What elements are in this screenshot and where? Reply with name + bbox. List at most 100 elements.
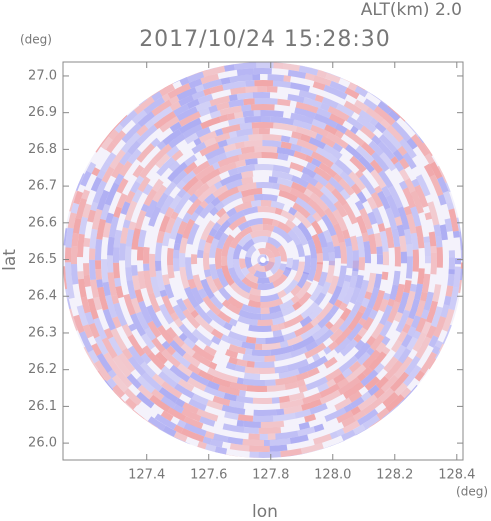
echo-cell bbox=[336, 103, 355, 117]
echo-cell bbox=[70, 202, 80, 214]
echo-cell bbox=[172, 258, 180, 272]
echo-cell bbox=[241, 104, 252, 112]
echo-cell bbox=[378, 134, 398, 154]
echo-cell bbox=[379, 320, 393, 338]
echo-cell bbox=[360, 141, 376, 156]
echo-cell bbox=[236, 420, 244, 427]
echo-cell bbox=[296, 271, 310, 289]
echo-cell bbox=[216, 101, 230, 111]
echo-cell bbox=[155, 270, 166, 292]
echo-cell bbox=[350, 183, 362, 195]
echo-cell bbox=[304, 413, 317, 423]
echo-cell bbox=[342, 286, 355, 305]
echo-cell bbox=[178, 94, 194, 107]
echo-cell bbox=[101, 166, 115, 183]
echo-cell bbox=[312, 353, 321, 362]
echo-cell bbox=[159, 195, 175, 215]
echo-cell bbox=[279, 398, 304, 409]
echo-cell bbox=[383, 356, 399, 373]
echo-cell bbox=[362, 366, 373, 377]
echo-cell bbox=[333, 373, 346, 384]
echo-cell bbox=[256, 62, 275, 63]
echo-cell bbox=[323, 84, 348, 100]
echo-cell bbox=[161, 349, 181, 368]
echo-cell bbox=[258, 367, 276, 374]
echo-cell bbox=[393, 344, 407, 360]
echo-cell bbox=[397, 348, 412, 364]
echo-cell bbox=[167, 407, 187, 422]
echo-cell bbox=[363, 241, 372, 264]
echo-cell bbox=[349, 287, 361, 305]
echo-cell bbox=[217, 186, 240, 202]
echo-cell bbox=[131, 109, 148, 125]
echo-cell bbox=[368, 140, 384, 157]
echo-cell bbox=[333, 245, 341, 259]
plot-frame bbox=[62, 61, 464, 461]
echo-cell bbox=[151, 91, 163, 102]
echo-cell bbox=[195, 100, 212, 112]
echo-cell bbox=[448, 257, 456, 275]
echo-cell bbox=[299, 315, 313, 328]
echo-cell bbox=[329, 431, 339, 440]
echo-cell bbox=[191, 90, 206, 101]
echo-cell bbox=[186, 179, 204, 197]
echo-cell bbox=[151, 106, 173, 124]
echo-cell bbox=[341, 429, 356, 441]
echo-cell bbox=[245, 336, 257, 344]
echo-cell bbox=[339, 307, 352, 322]
echo-cell bbox=[277, 322, 286, 331]
echo-cell bbox=[374, 185, 383, 194]
x-tick-label: 128.2 bbox=[376, 468, 413, 483]
echo-cell bbox=[96, 279, 104, 288]
echo-cell bbox=[291, 259, 300, 272]
echo-cell bbox=[362, 316, 374, 331]
echo-cell bbox=[290, 346, 308, 358]
echo-cell bbox=[345, 364, 367, 383]
echo-cell bbox=[352, 250, 359, 272]
echo-cell bbox=[270, 255, 281, 275]
echo-cell bbox=[328, 285, 343, 306]
echo-cell bbox=[194, 204, 205, 216]
echo-cell bbox=[258, 128, 270, 135]
echo-cell bbox=[391, 339, 403, 353]
echo-cell bbox=[127, 356, 147, 377]
echo-cell bbox=[283, 331, 297, 342]
echo-cell bbox=[178, 252, 186, 268]
echo-cell bbox=[167, 247, 174, 266]
echo-cell bbox=[131, 265, 138, 276]
echo-cell bbox=[89, 248, 96, 260]
echo-cell bbox=[143, 96, 165, 115]
echo-cell bbox=[105, 212, 114, 224]
echo-cell bbox=[286, 335, 304, 347]
echo-cell bbox=[100, 203, 111, 221]
echo-cell bbox=[236, 92, 254, 100]
echo-cell bbox=[325, 260, 335, 284]
echo-cell bbox=[108, 216, 119, 238]
echo-cell bbox=[310, 151, 334, 168]
echo-cell bbox=[362, 414, 380, 430]
echo-cell bbox=[298, 291, 312, 306]
echo-cell bbox=[110, 328, 127, 352]
echo-cell bbox=[243, 98, 255, 106]
echo-cell bbox=[350, 396, 365, 409]
echo-cell bbox=[364, 376, 381, 391]
echo-cell bbox=[225, 349, 239, 359]
echo-cell bbox=[78, 278, 87, 298]
y-tick-label: 26.0 bbox=[28, 436, 57, 451]
echo-cell bbox=[219, 105, 242, 116]
echo-cell bbox=[355, 145, 375, 164]
echo-cell bbox=[105, 152, 117, 165]
echo-cell bbox=[156, 230, 165, 244]
echo-cell bbox=[382, 251, 390, 266]
echo-cell bbox=[204, 146, 226, 161]
echo-cell bbox=[311, 157, 322, 168]
echo-cell bbox=[273, 122, 297, 133]
echo-cell bbox=[323, 356, 338, 369]
echo-cell bbox=[304, 72, 315, 81]
echo-cell bbox=[200, 220, 216, 241]
echo-cell bbox=[292, 202, 311, 219]
echo-cell bbox=[446, 202, 455, 210]
echo-cell bbox=[319, 193, 338, 213]
echo-cell bbox=[167, 265, 175, 279]
echo-cell bbox=[169, 101, 182, 112]
